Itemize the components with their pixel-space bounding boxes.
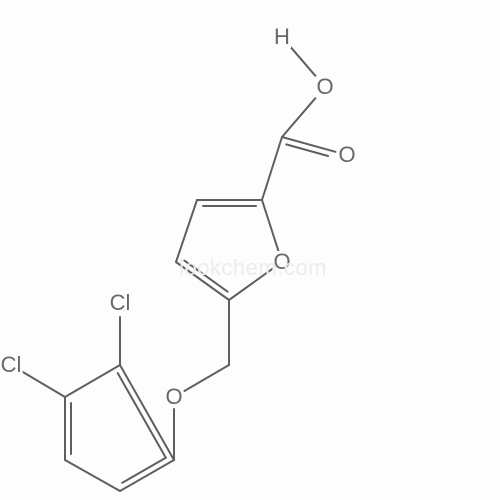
atom-cl4: Cl — [0, 354, 22, 376]
atom-cooh_h: H — [273, 26, 291, 48]
bond-layer — [0, 0, 500, 500]
watermark: lookchem.com — [179, 255, 327, 281]
atom-cooh_o2: O — [337, 144, 356, 166]
atom-cooh_o1: O — [315, 76, 334, 98]
molecule-diagram: OHOOOClCl lookchem.com — [0, 0, 500, 500]
atom-cl5: Cl — [109, 292, 132, 314]
atom-oe: O — [164, 386, 183, 408]
